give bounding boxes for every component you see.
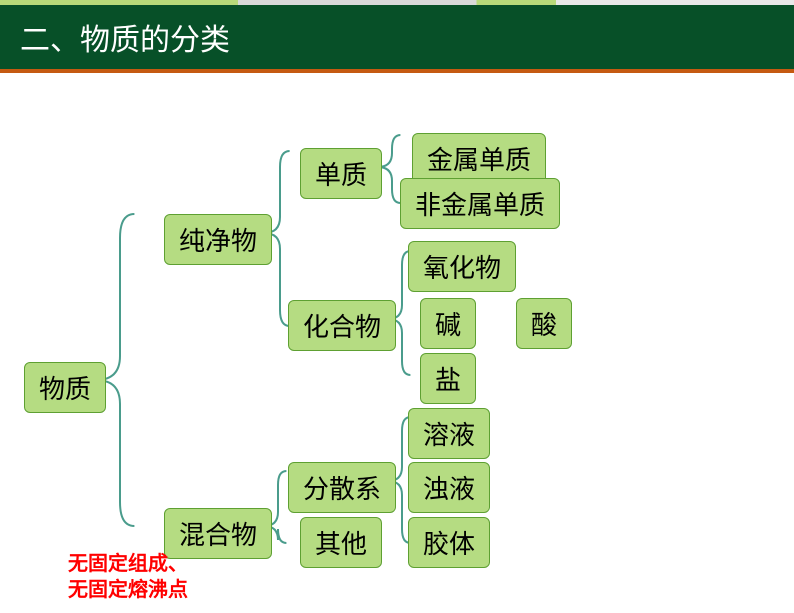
page-title: 二、物质的分类 — [20, 24, 230, 57]
node-metal: 金属单质 — [412, 133, 546, 184]
node-sol: 溶液 — [408, 408, 490, 459]
brace — [0, 73, 794, 613]
node-root: 物质 — [24, 362, 106, 413]
node-disp: 分散系 — [288, 462, 396, 513]
node-acid: 酸 — [516, 298, 572, 349]
diagram-canvas: 物质纯净物混合物单质化合物分散系其他金属单质非金属单质氧化物碱酸盐溶液浊液胶体无… — [0, 73, 794, 613]
node-comp: 化合物 — [288, 300, 396, 351]
node-nonmet: 非金属单质 — [400, 178, 560, 229]
node-coll: 胶体 — [408, 517, 490, 568]
node-base: 碱 — [420, 298, 476, 349]
node-simple: 单质 — [300, 148, 382, 199]
header: 二、物质的分类 — [0, 5, 794, 73]
node-pure: 纯净物 — [164, 214, 272, 265]
node-emul: 浊液 — [408, 462, 490, 513]
node-other: 其他 — [300, 517, 382, 568]
footnote: 无固定组成、 无固定熔沸点 — [68, 551, 188, 603]
node-salt: 盐 — [420, 353, 476, 404]
node-oxide: 氧化物 — [408, 241, 516, 292]
